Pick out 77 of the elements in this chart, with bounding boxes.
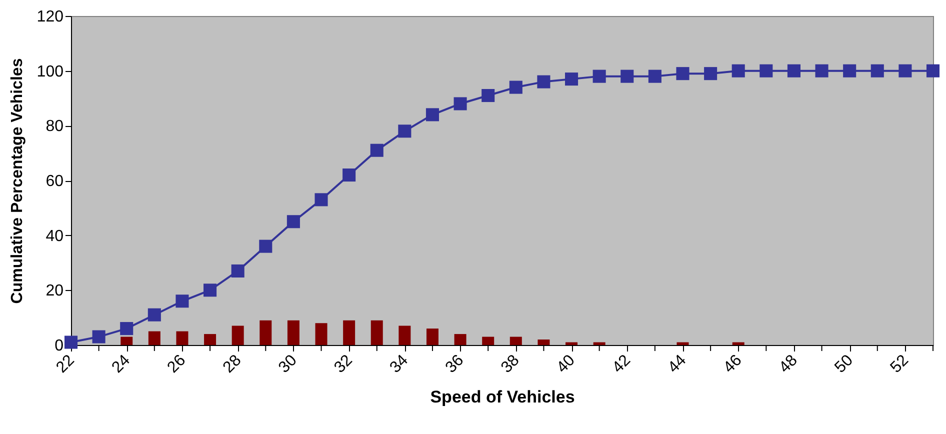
point (787, 64, 800, 78)
x-tick-label: 30 (276, 352, 300, 376)
point (426, 108, 440, 122)
bar (370, 320, 383, 345)
x-tick-label: 28 (220, 352, 245, 376)
point (92, 330, 106, 344)
x-tick-label: 36 (442, 352, 468, 376)
x-tick-label: 34 (386, 352, 412, 376)
y-tick-label: 100 (36, 63, 64, 80)
bar (482, 336, 494, 345)
point (454, 97, 467, 110)
point (509, 80, 522, 94)
point (176, 294, 189, 308)
bar (120, 336, 133, 345)
y-tick-label: 120 (36, 8, 64, 26)
y-tick-label: 60 (46, 173, 64, 190)
bar (204, 334, 216, 345)
point (676, 67, 690, 80)
point (592, 70, 606, 83)
x-tick-label: 40 (554, 352, 578, 376)
bar (593, 342, 606, 345)
point (926, 64, 940, 78)
x-tick-label: 50 (832, 352, 857, 376)
point (732, 64, 745, 78)
point (286, 215, 300, 228)
x-tick-label: 22 (53, 352, 78, 376)
bar (315, 323, 328, 345)
x-tick-label: 42 (609, 352, 634, 376)
point (148, 308, 161, 322)
bar (287, 320, 300, 345)
x-tick-label: 48 (776, 352, 801, 376)
y-axis-title: Cumulative Percentage Vehicles (8, 58, 26, 304)
point (482, 88, 495, 102)
bar (510, 336, 522, 345)
x-tick-label: 46 (720, 352, 746, 376)
point (64, 336, 78, 349)
x-tick-label: 24 (108, 352, 134, 376)
x-tick-label: 38 (498, 352, 523, 376)
bar (260, 320, 272, 345)
point (870, 64, 884, 78)
point (370, 144, 384, 157)
bar (343, 320, 356, 345)
point (704, 67, 718, 80)
x-axis-title: Speed of Vehicles (430, 388, 575, 407)
point (815, 64, 828, 78)
point (120, 322, 134, 336)
bar (566, 342, 578, 345)
y-tick-label: 20 (46, 282, 64, 300)
bar (426, 328, 438, 345)
point (843, 64, 856, 78)
point (204, 284, 217, 297)
point (314, 193, 328, 206)
point (760, 64, 773, 78)
y-tick-label: 40 (46, 228, 64, 245)
point (342, 168, 356, 182)
x-tick-label: 26 (164, 352, 190, 376)
x-tick-label: 32 (331, 352, 356, 376)
bar (398, 326, 411, 345)
point (259, 240, 272, 253)
point (898, 64, 912, 78)
point (537, 75, 550, 88)
bar (538, 340, 550, 345)
x-tick-label: 52 (887, 352, 912, 376)
bar (148, 331, 160, 345)
point (620, 70, 634, 83)
y-tick-label: 80 (46, 118, 64, 136)
x-tick-label: 44 (665, 352, 690, 376)
bar (454, 334, 466, 345)
point (231, 264, 244, 278)
point (398, 124, 412, 138)
bar (176, 331, 188, 345)
y-tick-label: 0 (54, 338, 64, 354)
point (564, 72, 578, 86)
bar (732, 342, 744, 345)
bar (676, 342, 689, 345)
bar (232, 326, 244, 345)
point (648, 70, 662, 83)
